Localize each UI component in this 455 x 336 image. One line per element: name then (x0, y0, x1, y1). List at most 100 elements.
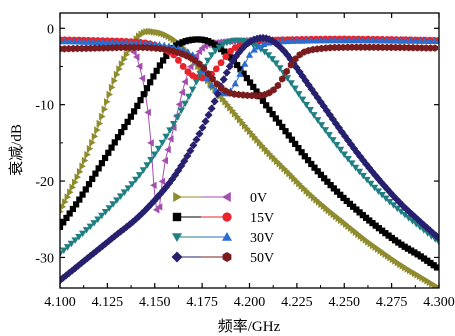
legend-marker (222, 192, 231, 202)
data-point (108, 144, 115, 151)
data-point (334, 123, 343, 132)
data-point (285, 132, 292, 139)
legend-marker (173, 192, 182, 202)
data-point (389, 202, 398, 209)
data-point (276, 65, 284, 72)
y-tick-label: -20 (35, 175, 54, 190)
series-layer (60, 27, 439, 288)
data-point (359, 212, 366, 219)
data-point (435, 234, 439, 243)
data-point (269, 111, 276, 118)
data-point (370, 184, 379, 192)
data-point (295, 145, 302, 152)
data-point (155, 203, 163, 211)
data-point (345, 36, 353, 44)
data-point (295, 67, 304, 76)
data-point (90, 220, 98, 227)
data-point (143, 162, 151, 169)
legend-marker (172, 212, 182, 222)
data-point (348, 160, 356, 167)
data-point (123, 50, 131, 59)
legend-label: 30V (250, 231, 274, 246)
data-point (63, 214, 70, 222)
data-point (250, 46, 258, 53)
data-point (211, 47, 220, 55)
data-point (173, 114, 182, 121)
data-point (327, 182, 334, 189)
data-point (61, 37, 69, 45)
data-point (287, 61, 295, 69)
data-point (383, 37, 391, 44)
data-point (101, 209, 110, 216)
data-point (227, 47, 234, 55)
data-point (292, 55, 299, 63)
data-point (207, 52, 216, 59)
data-point (270, 86, 277, 94)
data-point (425, 226, 434, 235)
data-point (81, 156, 89, 165)
data-point (74, 173, 81, 181)
data-point (127, 113, 134, 120)
data-point (359, 36, 367, 44)
legend-item-50v: 50V (171, 251, 274, 266)
data-point (406, 37, 415, 44)
x-tick-label: 4.250 (329, 295, 361, 310)
data-point (227, 54, 234, 61)
data-point (179, 63, 187, 70)
legend-item-30v: 30V (172, 231, 274, 246)
data-point (335, 36, 344, 44)
data-point (329, 137, 337, 144)
data-point (183, 152, 192, 160)
x-axis-label: 频率/GHz (218, 318, 281, 335)
data-point (192, 36, 199, 43)
data-point (105, 205, 113, 212)
data-point (104, 237, 113, 246)
data-point (288, 136, 296, 143)
data-point (113, 70, 121, 79)
data-point (314, 117, 322, 124)
data-point (279, 123, 286, 131)
data-point (325, 132, 333, 139)
data-point (195, 36, 202, 43)
legend-marker (222, 252, 232, 262)
data-point (79, 162, 86, 170)
series-15v-s21 (60, 36, 439, 271)
data-point (188, 36, 196, 43)
data-point (266, 106, 273, 113)
data-point (89, 175, 96, 182)
data-point (164, 145, 171, 154)
data-point (314, 168, 321, 175)
data-point (324, 178, 331, 185)
data-point (373, 36, 382, 44)
data-point (94, 38, 102, 45)
data-point (386, 188, 395, 197)
data-point (83, 254, 92, 263)
data-point (408, 247, 415, 254)
data-point (80, 38, 88, 45)
data-point (82, 186, 89, 193)
legend-marker (222, 212, 232, 222)
data-point (60, 37, 64, 45)
data-point (416, 218, 425, 227)
data-point (75, 38, 83, 45)
data-point (259, 97, 267, 104)
data-point (147, 157, 155, 164)
data-point (310, 112, 318, 119)
data-point (111, 139, 118, 146)
data-point (279, 75, 286, 83)
data-point (304, 157, 312, 164)
data-point (428, 229, 437, 237)
data-point (374, 188, 383, 195)
data-point (82, 227, 91, 234)
data-point (414, 251, 421, 258)
legend-item-0v: 0V (173, 191, 267, 206)
data-point (277, 44, 286, 53)
data-point (135, 62, 143, 70)
data-point (117, 39, 126, 46)
data-point (268, 36, 277, 45)
data-point (89, 38, 97, 45)
data-point (380, 181, 389, 190)
data-point (395, 239, 402, 246)
data-point (431, 44, 439, 52)
